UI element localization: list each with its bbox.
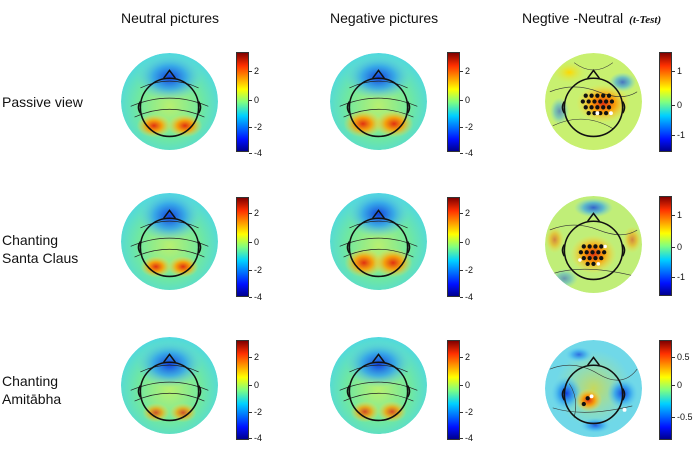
tick-label: 0 <box>671 100 683 110</box>
colorbar-amplitude-r1c1 <box>236 52 249 152</box>
tick-label: 0 <box>459 237 471 247</box>
difference-label: Negtive -Neutral <box>522 10 624 26</box>
topomap-santa-ttest <box>545 196 642 293</box>
colorbar-amplitude-r1c2 <box>447 52 460 152</box>
column-title-negative: Negative pictures <box>330 10 439 26</box>
colorbar-amplitude-r2c2 <box>447 197 460 297</box>
tick-label: 1 <box>671 66 683 76</box>
topomap-amitabha-ttest <box>545 340 642 437</box>
tick-label: 0 <box>248 95 260 105</box>
tick-label: -4 <box>248 433 263 443</box>
row-label-line-1: Chanting <box>2 232 59 248</box>
colorbar-ttest-r3 <box>659 340 672 440</box>
tick-label: 2 <box>248 66 260 76</box>
tick-label: -4 <box>459 292 474 302</box>
tick-label: -2 <box>459 407 474 417</box>
tick-label: -2 <box>459 265 474 275</box>
row-label-passive-view: Passive view <box>2 94 83 110</box>
tick-label: -2 <box>459 122 474 132</box>
tick-label: -2 <box>248 265 263 275</box>
tick-label: 0 <box>248 237 260 247</box>
tick-label: 0 <box>459 95 471 105</box>
tick-label: 2 <box>459 352 471 362</box>
tick-label: 0 <box>671 380 683 390</box>
row-label-line-1: Chanting <box>2 373 59 389</box>
tick-label: 2 <box>248 208 260 218</box>
row-label-line-2: Amitābha <box>2 391 62 407</box>
ttest-note: (t-Test) <box>629 14 662 26</box>
tick-label: -4 <box>459 148 474 158</box>
topomap-santa-negative <box>330 193 427 290</box>
tick-label: 0 <box>459 380 471 390</box>
tick-label: -1 <box>671 272 686 282</box>
topomap-santa-neutral <box>121 193 218 290</box>
colorbar-amplitude-r3c1 <box>236 340 249 440</box>
tick-label: -4 <box>248 292 263 302</box>
tick-label: 2 <box>248 352 260 362</box>
tick-label: 0 <box>671 242 683 252</box>
row-label-line-2: Santa Claus <box>2 250 79 266</box>
row-label-chanting-santa-claus: Chanting Santa Claus <box>2 231 78 267</box>
tick-label: -2 <box>248 122 263 132</box>
tick-label: 2 <box>459 66 471 76</box>
topomap-passive-ttest <box>545 53 642 150</box>
tick-label: 1 <box>671 210 683 220</box>
tick-label: -2 <box>248 407 263 417</box>
column-title-difference: Negtive -Neutral (t-Test) <box>522 10 661 26</box>
colorbar-amplitude-r2c1 <box>236 197 249 297</box>
tick-label: 0 <box>248 380 260 390</box>
topomap-amitabha-negative <box>330 337 427 434</box>
colorbar-amplitude-r3c2 <box>447 340 460 440</box>
tick-label: -0.5 <box>672 412 693 422</box>
tick-label: -4 <box>248 148 263 158</box>
tick-label: 2 <box>459 208 471 218</box>
column-title-neutral: Neutral pictures <box>121 10 220 26</box>
topomap-amitabha-neutral <box>121 337 218 434</box>
topomap-passive-negative <box>330 53 427 150</box>
row-label-chanting-amitabha: Chanting Amitābha <box>2 372 61 408</box>
colorbar-ttest-r2 <box>659 196 672 296</box>
tick-label: -4 <box>459 433 474 443</box>
topomap-passive-neutral <box>121 53 218 150</box>
tick-label: 0.5 <box>672 352 690 362</box>
tick-label: -1 <box>671 130 686 140</box>
colorbar-ttest-r1 <box>659 52 672 152</box>
